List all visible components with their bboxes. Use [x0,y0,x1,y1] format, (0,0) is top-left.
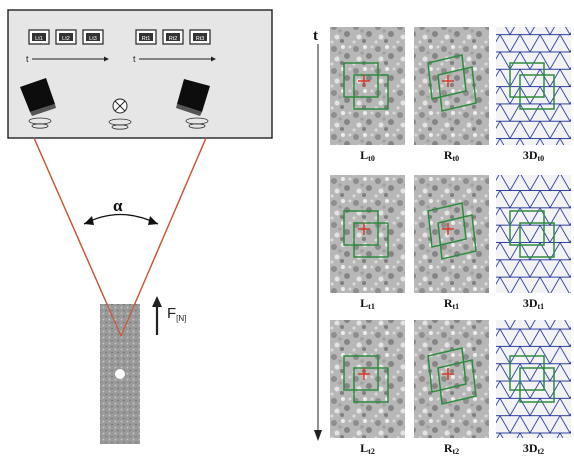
subset-frame [519,74,555,110]
subset-frame [519,222,555,258]
subset-frame [343,62,379,98]
panel-label: 3Dt1 [523,296,544,311]
frame-label: Lt1 [35,36,43,42]
subset-frame [427,202,467,248]
frame-box: Lt2 [55,29,77,45]
subset-frame [437,359,477,405]
image-panel: Lt2 [330,320,405,456]
light-source-icon [108,98,132,130]
frame-box: Rt3 [189,29,211,45]
subset-frame [437,66,477,112]
specimen [100,304,140,444]
frame-box: Rt1 [135,29,157,45]
frame-label: Rt1 [142,36,151,42]
subset-frame [509,355,545,391]
frame-label: Lt3 [89,36,97,42]
red-cross [358,223,370,235]
subset-frame [353,367,389,403]
left-time-arrow [32,56,109,62]
image-panel: 3Dt0 [496,27,571,163]
angle-label: α [113,196,123,215]
subset-frame [353,222,389,258]
frame-label: Lt2 [62,36,70,42]
subset-frame [509,210,545,246]
subset-frame [353,74,389,110]
red-cross [442,223,454,235]
subset-frame [509,62,545,98]
image-panel: 3Dt1 [496,175,571,311]
left-time-label: t [26,54,29,64]
right-time-label: t [133,54,136,64]
frame-label: Rt3 [196,36,205,42]
subset-frame [427,347,467,393]
subset-frame [427,54,467,100]
red-cross [358,75,370,87]
subset-frame [437,214,477,260]
force-arrow [152,296,162,335]
panel-label: 3Dt0 [523,148,544,163]
force-label: F[N] [167,305,186,323]
frame-box: Rt2 [162,29,184,45]
frame-box: Lt3 [82,29,104,45]
image-panel: Rt2 [414,320,489,456]
panel-label: Rt1 [444,296,459,311]
right-camera-icon [176,79,210,129]
red-cross [442,75,454,87]
subset-frame [343,210,379,246]
left-camera-icon [20,78,56,129]
panel-label: Lt1 [360,296,375,311]
panel-label: Lt2 [360,441,375,456]
red-cross [358,368,370,380]
right-time-arrow [139,56,216,62]
image-panel: Rt0 [414,27,489,163]
image-panel: Lt1 [330,175,405,311]
angle-arc [83,213,159,225]
left-camera-frames: Lt1 Lt2 Lt3 [28,29,104,45]
image-panel: Lt0 [330,27,405,163]
frame-box: Lt1 [28,29,50,45]
panel-label: Rt2 [444,441,459,456]
panel-label: 3Dt2 [523,441,544,456]
right-time-axis-label: t [313,28,318,44]
subset-frame [343,355,379,391]
red-cross [442,368,454,380]
panel-label: Lt0 [360,148,375,163]
right-camera-frames: Rt1 Rt2 Rt3 [135,29,211,45]
right-time-axis [314,44,322,441]
image-panel: 3Dt2 [496,320,571,456]
image-grid: Lt0 Rt0 3Dt0 Lt1 Rt1 3Dt1 Lt2 Rt2 3Dt2 [330,27,571,456]
image-panel: Rt1 [414,175,489,311]
frame-label: Rt2 [169,36,178,42]
panel-label: Rt0 [444,148,459,163]
subset-frame [519,367,555,403]
